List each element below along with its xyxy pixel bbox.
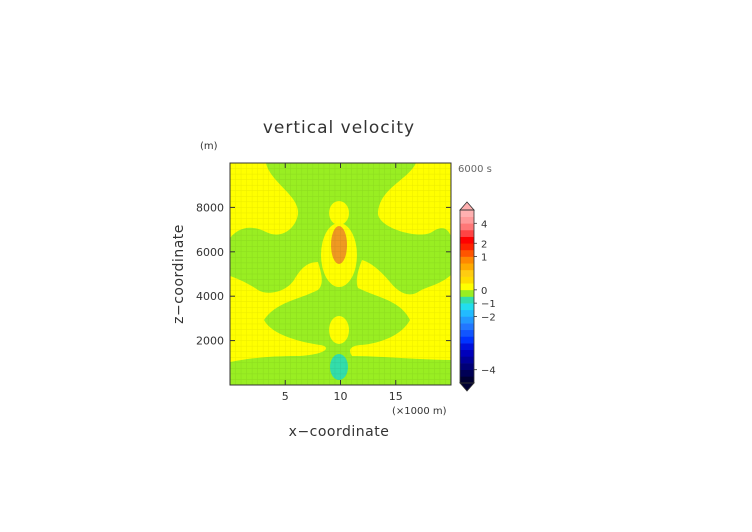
field-region-downdraft-min bbox=[330, 354, 348, 380]
colorbar-extend-top bbox=[459, 201, 475, 211]
x-axis-title: x−coordinate bbox=[289, 424, 390, 440]
colorbar-swatch bbox=[460, 269, 474, 277]
colorbar-swatch bbox=[460, 296, 474, 304]
colorbar-swatch bbox=[460, 276, 474, 284]
field-region-positive-lobe bbox=[329, 201, 349, 225]
colorbar-label: 2 bbox=[481, 239, 487, 250]
colorbar-label: −1 bbox=[481, 299, 496, 310]
field-region-positive-lobe bbox=[419, 336, 451, 353]
colorbar-label: 4 bbox=[481, 219, 487, 230]
colorbar-swatch bbox=[460, 356, 474, 364]
field-region-positive-lobe bbox=[230, 336, 264, 353]
colorbar-swatch bbox=[460, 229, 474, 237]
colorbar-label: −2 bbox=[481, 312, 496, 323]
colorbar-swatch bbox=[460, 223, 474, 231]
y-unit-label: (m) bbox=[200, 141, 218, 152]
x-tick-label: 10 bbox=[334, 390, 348, 403]
x-tick-label: 5 bbox=[282, 390, 289, 403]
colorbar-swatch bbox=[460, 210, 474, 217]
colorbar-swatch bbox=[460, 283, 474, 291]
colorbar-swatch bbox=[460, 369, 474, 377]
colorbar-swatch bbox=[460, 243, 474, 251]
colorbar-swatch bbox=[460, 363, 474, 370]
colorbar-swatch bbox=[460, 236, 474, 244]
field-region-positive-lobe bbox=[433, 286, 451, 308]
chart-title: vertical velocity bbox=[263, 118, 415, 138]
field-region-positive-lobe bbox=[230, 285, 252, 307]
y-tick-label: 4000 bbox=[196, 290, 224, 303]
colorbar-swatch bbox=[460, 216, 474, 224]
colorbar-swatch bbox=[460, 263, 474, 271]
contour-plot bbox=[230, 163, 451, 385]
y-axis-title: z−coordinate bbox=[171, 224, 187, 324]
y-axis: 2000 4000 6000 8000 bbox=[196, 201, 451, 348]
colorbar: 4 2 1 0 −1 −2 −4 bbox=[459, 201, 496, 392]
field-region-updraft-max bbox=[331, 226, 347, 264]
field-region-positive-lobe bbox=[329, 316, 349, 344]
y-tick-label: 2000 bbox=[196, 335, 224, 348]
y-tick-label: 8000 bbox=[196, 201, 224, 214]
colorbar-label: 0 bbox=[481, 286, 487, 297]
y-tick-label: 6000 bbox=[196, 246, 224, 259]
colorbar-swatch bbox=[460, 376, 474, 384]
colorbar-frame bbox=[459, 209, 475, 384]
colorbar-swatch bbox=[460, 323, 474, 331]
colorbar-swatch bbox=[460, 309, 474, 317]
colorbar-swatch bbox=[460, 329, 474, 337]
colorbar-swatch bbox=[460, 343, 474, 351]
colorbar-swatch bbox=[460, 303, 474, 311]
x-unit-label: (×1000 m) bbox=[392, 406, 447, 417]
colorbar-swatch bbox=[460, 316, 474, 324]
colorbar-swatch bbox=[460, 349, 474, 357]
colorbar-extend-bottom bbox=[459, 382, 475, 392]
colorbar-swatch bbox=[460, 256, 474, 264]
x-tick-label: 15 bbox=[389, 390, 403, 403]
time-label: 6000 s bbox=[458, 164, 492, 175]
colorbar-label: −4 bbox=[481, 366, 496, 377]
grid-texture bbox=[230, 163, 451, 385]
colorbar-swatch bbox=[460, 336, 474, 344]
colorbar-swatch bbox=[460, 249, 474, 257]
colorbar-label: 1 bbox=[481, 253, 487, 264]
x-axis: 5 10 15 bbox=[282, 163, 403, 403]
colorbar-swatch bbox=[460, 289, 474, 297]
